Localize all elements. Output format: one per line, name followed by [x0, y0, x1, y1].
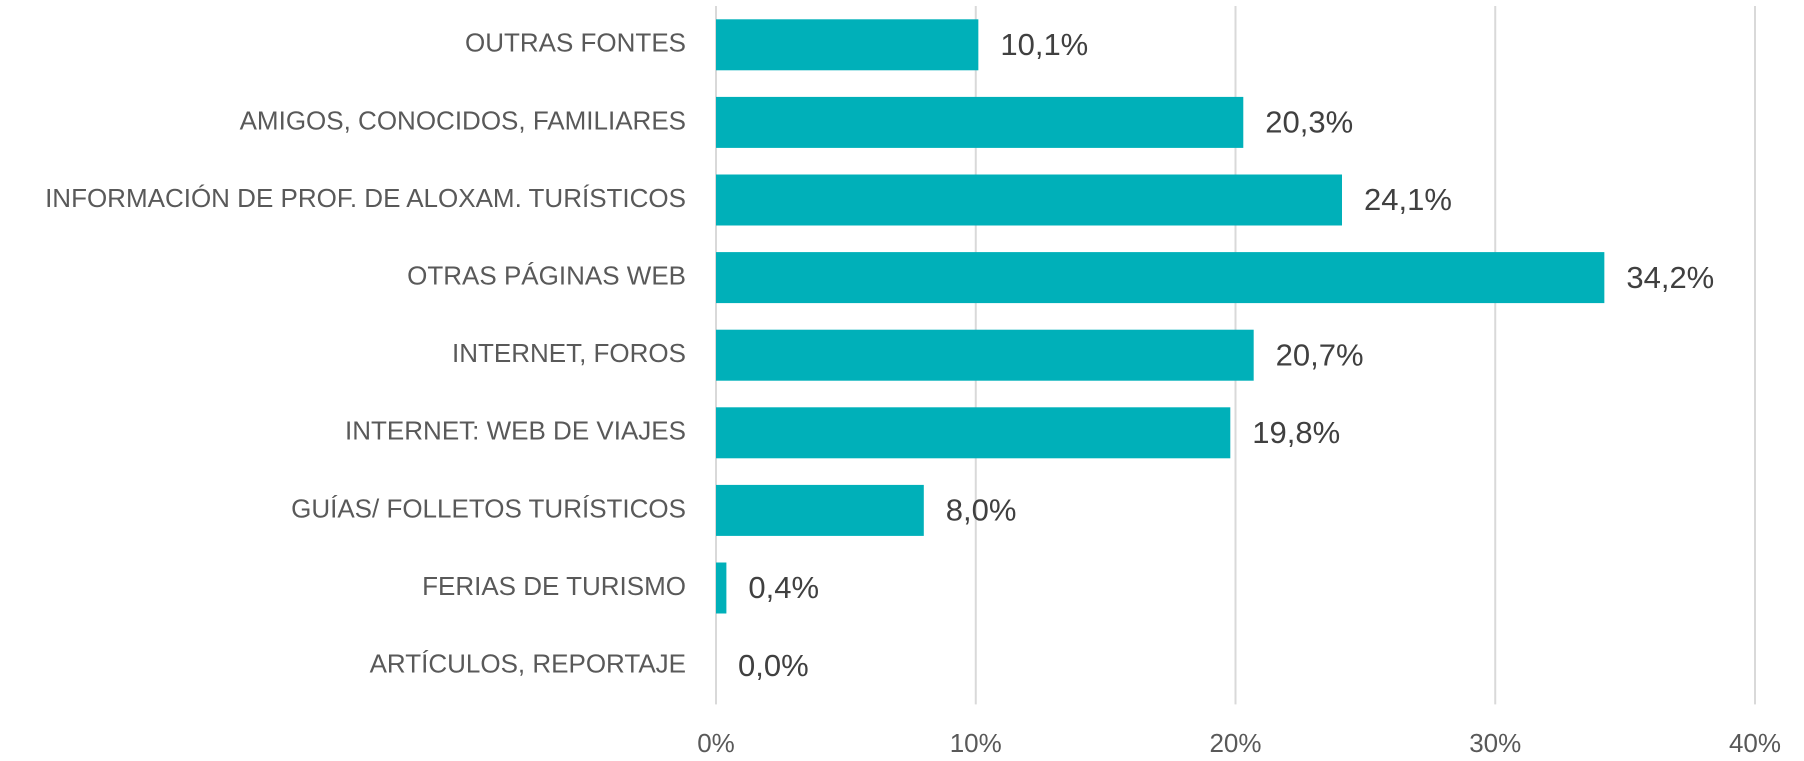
value-label: 24,1% [1364, 182, 1452, 217]
category-label: FERIAS DE TURISMO [422, 571, 686, 601]
category-label: GUÍAS/ FOLLETOS TURÍSTICOS [291, 493, 686, 523]
bar [716, 174, 1342, 226]
bar [716, 562, 727, 614]
value-label: 0,4% [748, 570, 819, 605]
bar [716, 252, 1605, 304]
value-label: 8,0% [946, 493, 1017, 528]
bar [716, 96, 1244, 148]
category-label: AMIGOS, CONOCIDOS, FAMILIARES [240, 105, 686, 135]
x-tick-label: 40% [1729, 728, 1781, 758]
bar [716, 407, 1231, 459]
x-tick-label: 20% [1209, 728, 1261, 758]
value-label: 0,0% [738, 648, 809, 683]
bar [716, 329, 1254, 381]
value-label: 19,8% [1252, 415, 1340, 450]
value-label: 34,2% [1626, 260, 1714, 295]
bar [716, 484, 924, 536]
value-label: 10,1% [1000, 27, 1088, 62]
category-label: INFORMACIÓN DE PROF. DE ALOXAM. TURÍSTIC… [45, 183, 686, 213]
category-label: OUTRAS FONTES [465, 28, 686, 58]
value-label: 20,3% [1265, 105, 1353, 140]
category-label: OTRAS PÁGINAS WEB [407, 260, 686, 290]
value-label: 20,7% [1276, 337, 1364, 372]
x-tick-label: 30% [1469, 728, 1521, 758]
x-tick-label: 10% [950, 728, 1002, 758]
category-label: ARTÍCULOS, REPORTAJE [370, 648, 686, 678]
x-tick-label: 0% [697, 728, 735, 758]
category-label: INTERNET, FOROS [452, 338, 686, 368]
bar [716, 19, 979, 71]
category-label: INTERNET: WEB DE VIAJES [345, 416, 686, 446]
